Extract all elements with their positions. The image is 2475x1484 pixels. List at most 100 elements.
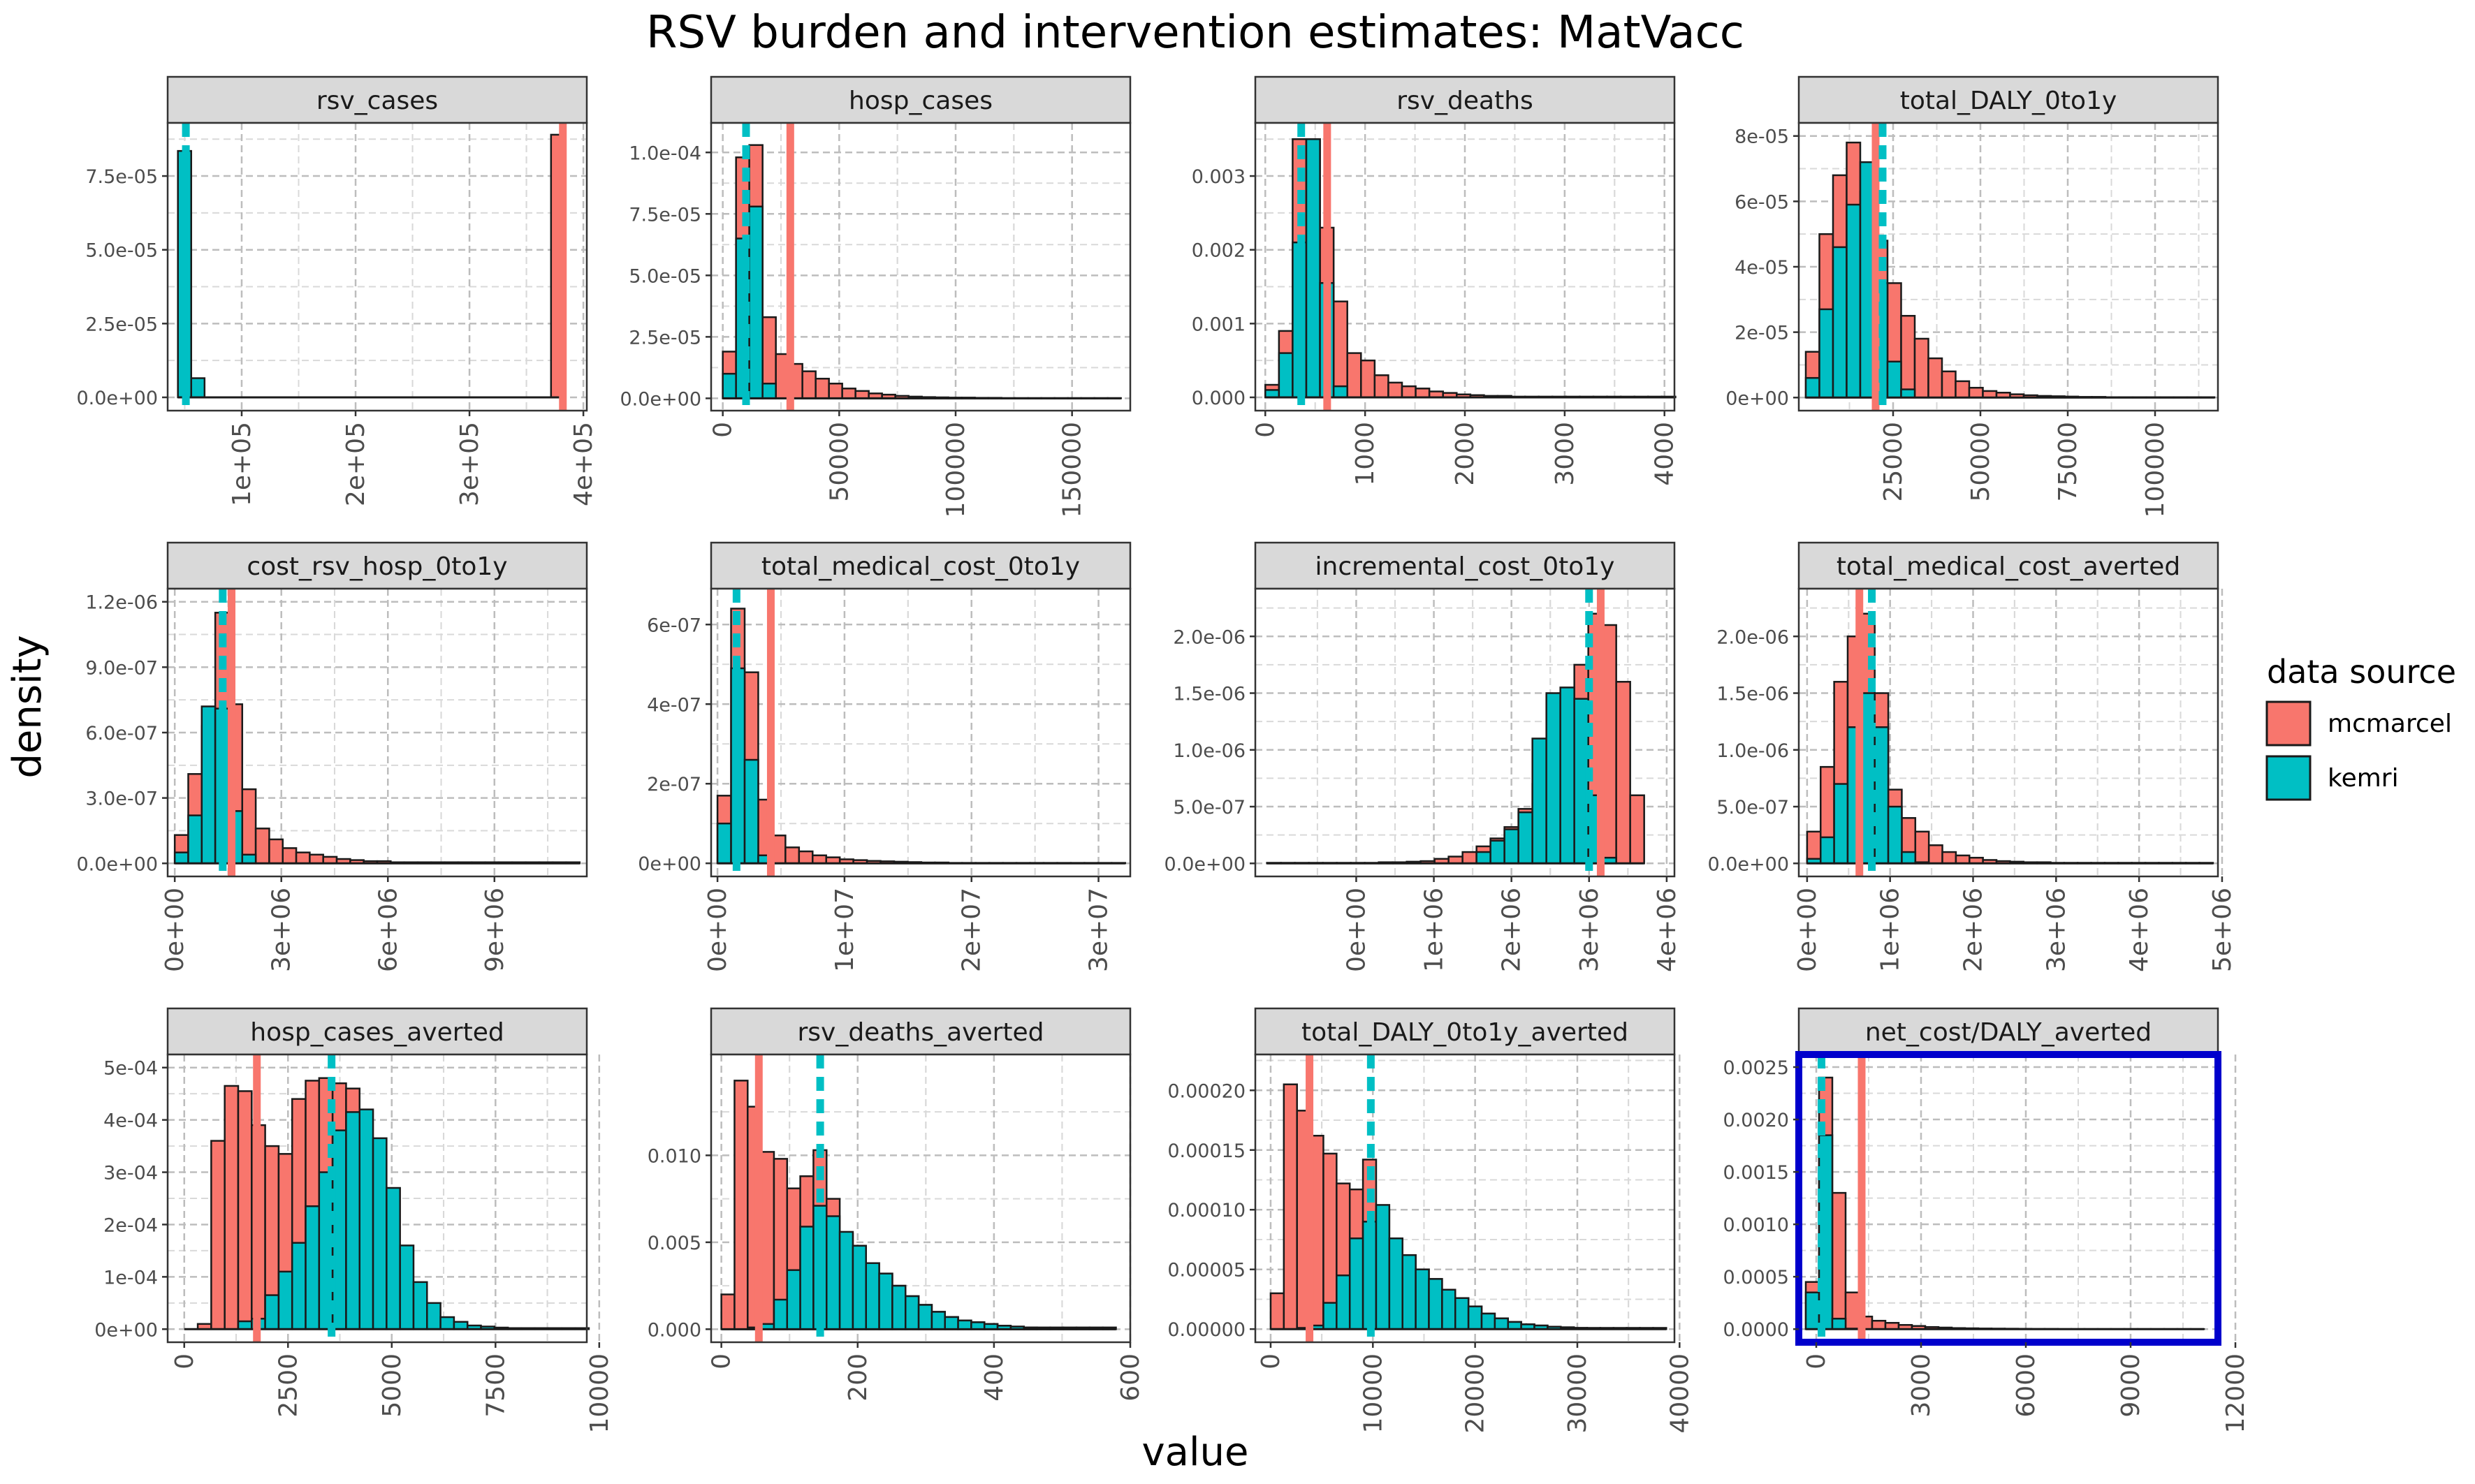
x-tick-label: 0: [1251, 422, 1280, 438]
bar-mcmarcel: [1831, 1191, 1847, 1330]
panel-net-cost-daly-averted: net_cost/DALY_averted 0.0000 0.0005 0.0010 0…: [1723, 1007, 2250, 1434]
bar-kemri: [1336, 1274, 1351, 1330]
y-tick-label: 9.0e-07: [85, 657, 158, 679]
x-tick-label: 10000: [1359, 1353, 1387, 1434]
x-tick-label: 3e+06: [268, 888, 296, 972]
facet-strip: [710, 1007, 1132, 1056]
y-tick-label: 8e-05: [1735, 126, 1789, 148]
y-tick-label: 5.0e-07: [1173, 797, 1246, 818]
x-tick-label: 2e+06: [1959, 888, 1988, 972]
bar-kemri: [291, 1242, 307, 1330]
bar-mcmarcel: [1415, 388, 1431, 399]
bar-mcmarcel: [1955, 854, 1971, 865]
bar-mcmarcel: [1332, 300, 1348, 399]
bar-kemri: [1467, 1305, 1483, 1330]
y-tick-label: 0e+00: [94, 1319, 158, 1341]
y-tick-label: 1.0e-06: [1173, 740, 1246, 762]
facet-strip: [1254, 75, 1676, 124]
facet-strip-label: incremental_cost_0to1y: [1315, 552, 1615, 581]
facet-strip: [166, 1007, 588, 1056]
bar-mcmarcel: [1360, 359, 1376, 399]
y-tick-label: 1.5e-06: [1173, 684, 1246, 705]
bar-mcmarcel: [798, 850, 814, 865]
bar-kemri: [264, 1294, 280, 1330]
bar-mcmarcel: [210, 1140, 226, 1330]
x-tick-label: 9000: [2117, 1353, 2145, 1418]
bar-mcmarcel: [1955, 380, 1971, 399]
bar-kemri: [786, 1269, 801, 1330]
x-tick-label: 9e+06: [481, 888, 509, 972]
bar-mcmarcel: [1283, 1083, 1298, 1330]
y-tick-label: 0.00015: [1167, 1140, 1246, 1162]
x-tick-label: 0: [709, 422, 738, 438]
bar-kemri: [730, 667, 746, 865]
x-tick-label: 0: [1257, 1353, 1285, 1369]
y-tick-label: 0.0e+00: [1164, 853, 1246, 875]
bar-kemri: [1305, 138, 1321, 399]
x-tick-label: 200: [844, 1353, 873, 1402]
x-tick-label: 0: [1802, 1353, 1831, 1369]
bar-kemri: [716, 822, 732, 865]
x-tick-label: 7500: [481, 1353, 510, 1418]
x-tick-label: 400: [980, 1353, 1009, 1402]
legend-key-kemri: [2265, 755, 2312, 801]
panel-hosp-cases: hosp_cases 0.0e+00 2.5e-05 5.0e-05 7.5e-05 1.…: [620, 75, 1132, 517]
y-tick-label: 0.0000: [1723, 1319, 1789, 1341]
bar-kemri: [799, 1226, 815, 1330]
y-tick-label: 1.2e-06: [85, 592, 158, 614]
x-tick-label: 100000: [942, 422, 970, 517]
y-tick-label: 0.00010: [1167, 1200, 1246, 1221]
bar-kemri: [891, 1284, 907, 1330]
bar-kemri: [904, 1295, 920, 1330]
facet-strip-label: rsv_cases: [316, 87, 438, 115]
bar-kemri: [358, 1108, 374, 1330]
x-tick-label: 1e+07: [831, 888, 859, 972]
legend-label-kemri: kemri: [2328, 764, 2399, 793]
bar-kemri: [331, 1129, 347, 1330]
y-tick-label: 2.5e-05: [629, 327, 701, 348]
bar-kemri: [722, 372, 737, 399]
x-tick-label: 1e+05: [228, 422, 256, 506]
facet-strip-label: hosp_cases_averted: [250, 1018, 504, 1047]
panel-border: [710, 587, 1132, 878]
bar-mcmarcel: [841, 388, 856, 399]
x-tick-label: 2500: [274, 1353, 302, 1418]
x-tick-label: 25000: [1879, 422, 1908, 502]
bar-kemri: [838, 1230, 854, 1330]
bar-mcmarcel: [309, 853, 324, 865]
bar-kemri: [1832, 246, 1848, 399]
y-tick-label: 2e-04: [103, 1214, 158, 1236]
x-tick-label: 0: [708, 1353, 736, 1369]
y-tick-label: 6e-05: [1735, 191, 1789, 213]
y-tick-label: 0.0010: [1723, 1214, 1789, 1236]
bar-kemri: [852, 1244, 868, 1330]
panel-hosp-cases-averted: hosp_cases_averted 0e+00 1e-04 2e-04 3e-04 4e…: [94, 1007, 614, 1434]
x-tick-label: 30000: [1563, 1353, 1592, 1434]
bar-kemri: [1489, 839, 1505, 865]
y-tick-label: 0.0e+00: [1707, 853, 1789, 875]
bar-mcmarcel: [1629, 794, 1645, 865]
panel-total-medical-cost-averted: total_medical_cost_averted 0.0e+00 5.0e-07…: [1707, 541, 2237, 972]
x-tick-label: 0e+00: [1793, 888, 1822, 972]
panel-border: [710, 122, 1132, 412]
x-tick-label: 5e+06: [2208, 888, 2237, 972]
x-tick-label: 1e+06: [1420, 888, 1449, 972]
bar-kemri: [1322, 1302, 1338, 1330]
bar-kemri: [1264, 389, 1280, 399]
x-tick-label: 50000: [1966, 422, 1995, 502]
bar-kemri: [748, 205, 764, 399]
bar-kemri: [1833, 783, 1849, 865]
facet-strip-label: total_DALY_0to1y: [1900, 87, 2117, 115]
bar-kemri: [1874, 726, 1890, 865]
y-tick-label: 0.002: [1192, 240, 1246, 262]
bar-mcmarcel: [1373, 374, 1389, 399]
bar-kemri: [277, 1270, 293, 1330]
facet-strip-label: total_medical_cost_0to1y: [761, 552, 1080, 581]
bar-mcmarcel: [828, 383, 843, 399]
x-tick-label: 2e+07: [958, 888, 986, 972]
bar-kemri: [453, 1321, 469, 1330]
bar-mcmarcel: [1968, 386, 1984, 399]
y-tick-label: 2e-05: [1735, 323, 1789, 344]
bar-mcmarcel: [1914, 830, 1930, 865]
bar-kemri: [1831, 1317, 1847, 1330]
